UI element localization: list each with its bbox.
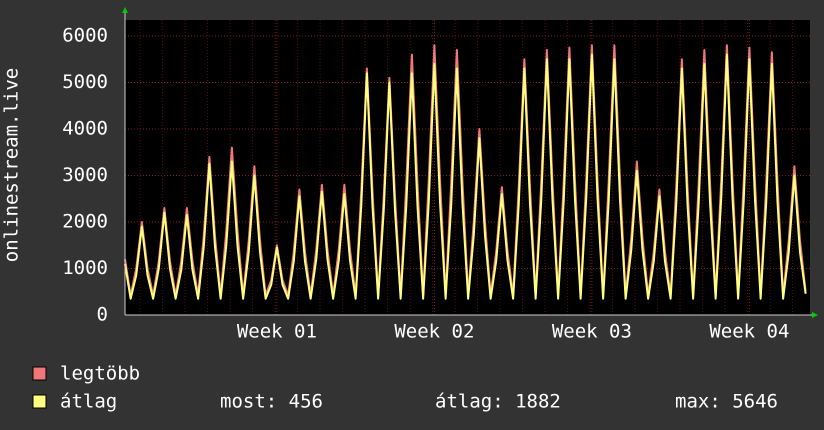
legend-swatch bbox=[32, 394, 47, 409]
stat: max: 5646 bbox=[675, 391, 778, 413]
x-tick-label: Week 04 bbox=[709, 321, 789, 343]
y-tick-label: 1000 bbox=[62, 257, 108, 279]
y-tick-label: 5000 bbox=[62, 71, 108, 93]
x-tick-label: Week 02 bbox=[394, 321, 474, 343]
x-tick-label: Week 03 bbox=[552, 321, 632, 343]
legend-label: átlag bbox=[60, 391, 117, 413]
legend-label: legtöbb bbox=[60, 363, 140, 385]
axis-arrow bbox=[812, 312, 818, 318]
y-axis-label: onlinestream.live bbox=[1, 68, 23, 262]
stat: most: 456 bbox=[220, 391, 323, 413]
y-tick-label: 2000 bbox=[62, 211, 108, 233]
y-tick-label: 0 bbox=[97, 304, 108, 326]
y-tick-label: 3000 bbox=[62, 164, 108, 186]
series-line bbox=[124, 53, 807, 300]
axis-arrow bbox=[122, 7, 128, 13]
y-tick-label: 4000 bbox=[62, 118, 108, 140]
stat: átlag: 1882 bbox=[435, 391, 561, 413]
x-tick-label: Week 01 bbox=[237, 321, 317, 343]
y-tick-label: 6000 bbox=[62, 25, 108, 47]
legend-swatch bbox=[32, 366, 47, 381]
